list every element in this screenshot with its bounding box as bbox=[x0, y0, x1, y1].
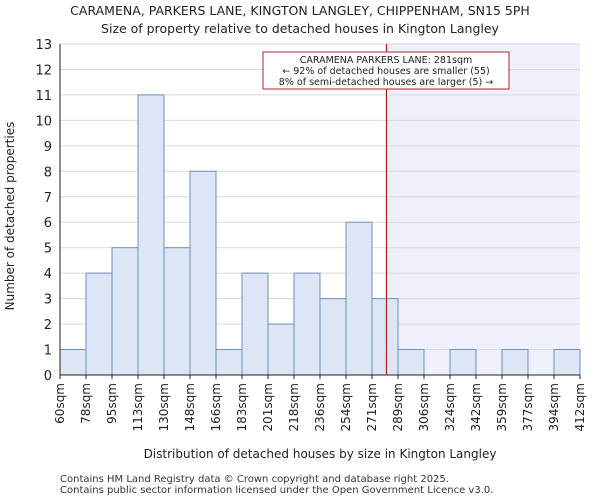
x-tick-label: 201sqm bbox=[261, 383, 275, 431]
x-tick-label: 218sqm bbox=[287, 383, 301, 431]
footer-attribution-1: Contains HM Land Registry data © Crown c… bbox=[60, 474, 449, 485]
x-tick-label: 78sqm bbox=[79, 383, 93, 424]
x-tick-label: 60sqm bbox=[53, 383, 67, 424]
bar bbox=[163, 247, 191, 376]
annotation-line: 8% of semi-detached houses are larger (5… bbox=[279, 77, 493, 88]
bar bbox=[319, 298, 347, 376]
y-tick-label: 9 bbox=[44, 140, 52, 155]
y-tick-label: 8 bbox=[44, 165, 52, 180]
x-tick-label: 342sqm bbox=[469, 383, 483, 431]
highlight-region bbox=[386, 44, 580, 375]
footer-attribution-2: Contains public sector information licen… bbox=[60, 485, 494, 496]
x-tick-label: 254sqm bbox=[339, 383, 353, 431]
bar bbox=[111, 247, 139, 376]
bar bbox=[267, 323, 295, 376]
x-tick-label: 271sqm bbox=[365, 383, 379, 431]
bar bbox=[371, 298, 399, 376]
annotation-line: ← 92% of detached houses are smaller (55… bbox=[282, 66, 489, 77]
y-tick-label: 10 bbox=[35, 114, 52, 129]
y-tick-label: 12 bbox=[35, 63, 52, 78]
bar bbox=[85, 272, 113, 376]
bar bbox=[137, 94, 165, 376]
y-tick-label: 4 bbox=[44, 267, 52, 282]
y-tick-label: 13 bbox=[35, 38, 52, 53]
bar bbox=[501, 349, 529, 376]
x-tick-label: 359sqm bbox=[495, 383, 509, 431]
x-tick-label: 148sqm bbox=[183, 383, 197, 431]
x-tick-label: 236sqm bbox=[313, 383, 327, 431]
x-tick-label: 166sqm bbox=[209, 383, 223, 431]
x-tick-label: 289sqm bbox=[391, 383, 405, 431]
x-tick-label: 183sqm bbox=[235, 383, 249, 431]
bar bbox=[553, 349, 581, 376]
y-axis-label: Number of detached properties bbox=[3, 122, 17, 311]
y-tick-label: 3 bbox=[44, 293, 52, 308]
y-tick-label: 11 bbox=[35, 89, 52, 104]
y-tick-label: 1 bbox=[44, 344, 52, 359]
bar bbox=[397, 349, 425, 376]
x-tick-label: 113sqm bbox=[131, 383, 145, 431]
chart-subtitle: Size of property relative to detached ho… bbox=[101, 21, 500, 36]
y-tick-label: 6 bbox=[44, 216, 52, 231]
x-tick-label: 324sqm bbox=[443, 383, 457, 431]
annotation-box bbox=[262, 51, 510, 90]
x-tick-label: 306sqm bbox=[417, 383, 431, 431]
y-tick-label: 2 bbox=[44, 318, 52, 333]
x-axis-label: Distribution of detached houses by size … bbox=[144, 447, 497, 461]
x-tick-label: 412sqm bbox=[573, 383, 587, 431]
chart-title: CARAMENA, PARKERS LANE, KINGTON LANGLEY,… bbox=[70, 3, 530, 18]
x-tick-label: 95sqm bbox=[105, 383, 119, 424]
bar bbox=[345, 221, 373, 376]
bar bbox=[189, 170, 217, 376]
x-tick-label: 394sqm bbox=[547, 383, 561, 431]
x-tick-label: 377sqm bbox=[521, 383, 535, 431]
bar bbox=[59, 349, 87, 376]
bar bbox=[449, 349, 477, 376]
y-tick-label: 5 bbox=[44, 242, 52, 257]
y-tick-label: 7 bbox=[44, 191, 52, 206]
bar bbox=[215, 349, 243, 376]
y-tick-label: 0 bbox=[44, 369, 52, 384]
annotation-line: CARAMENA PARKERS LANE: 281sqm bbox=[300, 55, 472, 66]
x-tick-label: 130sqm bbox=[157, 383, 171, 431]
bar bbox=[293, 272, 321, 376]
bar bbox=[241, 272, 269, 376]
